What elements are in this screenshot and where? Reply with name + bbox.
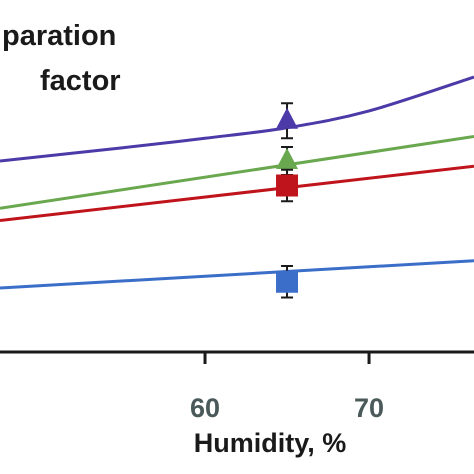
marker-square-2 (276, 174, 299, 197)
x-axis-label: Humidity, % (194, 428, 347, 458)
series-line-2 (0, 164, 474, 222)
marker-square-3 (276, 270, 299, 293)
chart-title-line-2: factor (40, 65, 121, 97)
series-line-3 (0, 259, 474, 290)
series-line-1 (0, 135, 474, 210)
marker-triangle-1 (276, 148, 299, 169)
x-ticks: 60 70 (190, 352, 384, 423)
data-point-0 (276, 102, 299, 140)
data-point-3 (276, 265, 299, 299)
data-point-2 (276, 168, 299, 203)
x-tick-label-0: 60 (190, 393, 220, 423)
plot-area (0, 75, 474, 299)
marker-triangle-0 (276, 107, 299, 129)
series-line-0 (0, 75, 474, 163)
x-tick-label-1: 70 (354, 393, 384, 423)
chart-title-line-1: paration (2, 20, 116, 52)
